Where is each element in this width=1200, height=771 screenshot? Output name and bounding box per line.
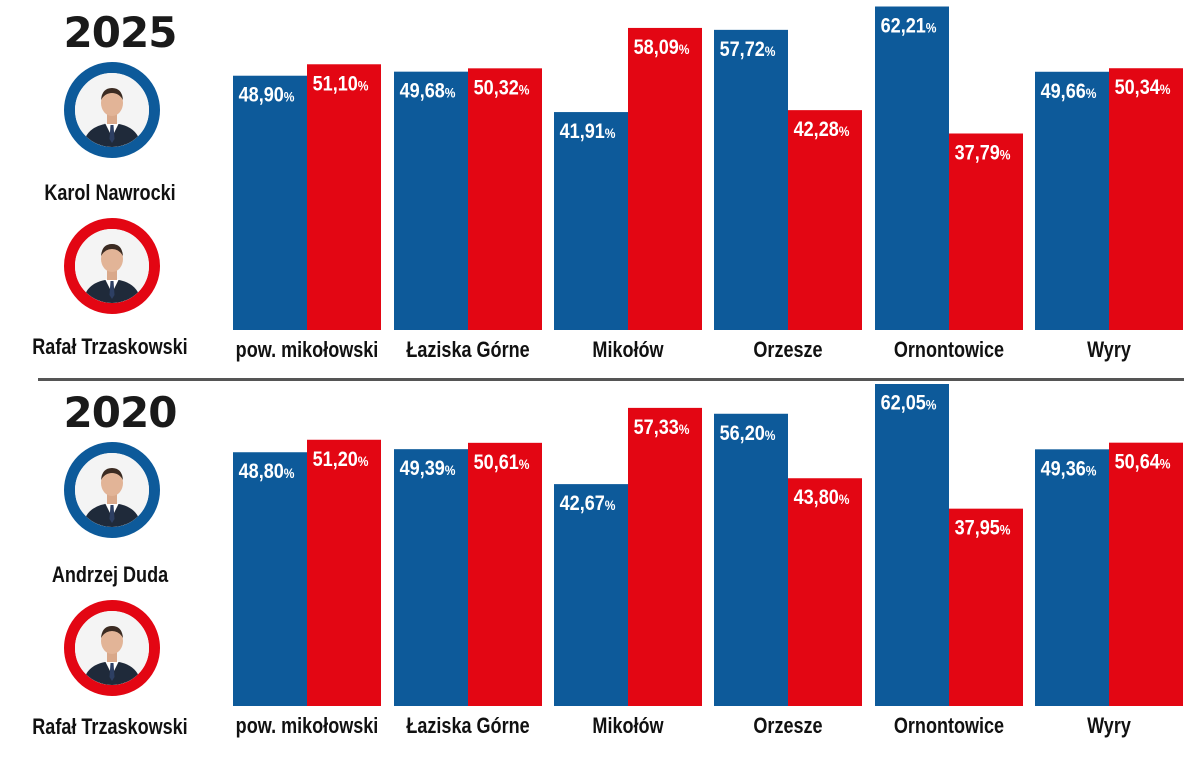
- candidate-2-avatar: [64, 600, 160, 696]
- bar-candidate-1: [394, 449, 468, 706]
- category-label: Wyry: [1087, 338, 1132, 362]
- bar-value-label: 50,61%: [474, 451, 530, 475]
- category-label: Łaziska Górne: [406, 714, 529, 738]
- bar-value-label: 51,10%: [313, 72, 369, 96]
- bar-value-label: 37,79%: [955, 141, 1011, 165]
- candidate-2-avatar: [64, 218, 160, 314]
- category-label: Wyry: [1087, 714, 1132, 738]
- category-label: pow. mikołowski: [236, 714, 379, 738]
- bar-value-label: 49,39%: [400, 457, 456, 481]
- bar-chart-2020: 48,80% 49,39% 42,67% 56,20% 62,05% 49,36% 51,2…: [233, 384, 1183, 738]
- bar-value-label: 42,28%: [794, 118, 850, 142]
- bar-value-label: 48,80%: [239, 460, 295, 484]
- category-label: Mikołów: [592, 338, 663, 362]
- bar-value-label: 51,20%: [313, 448, 369, 472]
- portrait-icon: [75, 611, 149, 685]
- bar-candidate-2: [1109, 68, 1183, 331]
- category-label: Mikołów: [592, 714, 663, 738]
- bar-candidate-2: [949, 508, 1023, 706]
- candidate-1-name: Andrzej Duda: [51, 562, 169, 587]
- bar-value-label: 57,33%: [634, 416, 690, 440]
- category-label: Orzesze: [753, 338, 822, 362]
- bar-candidate-2: [468, 68, 542, 330]
- bar-candidate-2: [949, 133, 1023, 330]
- bar-candidate-2: [468, 442, 542, 706]
- bar-chart-2025: 48,90% 49,68% 41,91% 57,72% 62,21% 49,66% 51,1…: [233, 6, 1183, 362]
- bar-candidate-1: [554, 484, 628, 706]
- portrait-icon: [75, 73, 149, 147]
- bar-value-label: 49,68%: [400, 79, 456, 103]
- portrait-icon: [75, 453, 149, 527]
- bar-candidate-1: [1035, 449, 1109, 706]
- category-label: pow. mikołowski: [236, 338, 379, 362]
- bar-candidate-2: [1109, 442, 1183, 706]
- bar-candidate-2: [788, 110, 862, 330]
- panel-year: 2025: [63, 8, 178, 57]
- bar-value-label: 57,72%: [720, 38, 776, 62]
- category-label: Ornontowice: [894, 338, 1004, 362]
- bar-candidate-1: [714, 413, 788, 706]
- bar-value-label: 62,05%: [881, 391, 937, 415]
- bar-value-label: 50,64%: [1115, 450, 1171, 474]
- bar-value-label: 43,80%: [794, 486, 850, 510]
- bar-candidate-2: [788, 478, 862, 706]
- section-divider: [38, 378, 1184, 381]
- category-label: Łaziska Górne: [406, 338, 529, 362]
- bar-value-label: 58,09%: [634, 36, 690, 60]
- candidate-2-name: Rafał Trzaskowski: [32, 714, 188, 739]
- panel-2025: 48,90% 49,68% 41,91% 57,72% 62,21% 49,66% 51,1…: [0, 0, 1200, 380]
- category-label: Ornontowice: [894, 714, 1004, 738]
- category-label: Orzesze: [753, 714, 822, 738]
- bar-value-label: 49,66%: [1041, 80, 1097, 104]
- bar-candidate-1: [1035, 71, 1109, 330]
- panel-2020: 48,80% 49,39% 42,67% 56,20% 62,05% 49,36% 51,2…: [0, 384, 1200, 771]
- bar-value-label: 56,20%: [720, 422, 776, 446]
- bar-value-label: 49,36%: [1041, 457, 1097, 481]
- bar-candidate-1: [714, 29, 788, 331]
- bar-value-label: 42,67%: [560, 492, 616, 516]
- candidate-1-avatar: [64, 442, 160, 538]
- bar-candidate-2: [307, 64, 381, 330]
- bar-value-label: 50,32%: [474, 76, 530, 100]
- candidate-2-name: Rafał Trzaskowski: [32, 334, 188, 359]
- bar-candidate-1: [394, 71, 468, 330]
- bar-candidate-1: [875, 6, 949, 331]
- bar-value-label: 50,34%: [1115, 76, 1171, 100]
- bar-value-label: 62,21%: [881, 14, 937, 38]
- bar-candidate-2: [628, 27, 702, 330]
- panel-year: 2020: [63, 388, 178, 437]
- bar-candidate-1: [233, 75, 307, 330]
- bar-candidate-1: [233, 452, 307, 706]
- bar-value-label: 48,90%: [239, 83, 295, 107]
- bar-candidate-2: [628, 407, 702, 706]
- bar-candidate-1: [554, 112, 628, 331]
- bar-candidate-2: [307, 439, 381, 706]
- portrait-icon: [75, 229, 149, 303]
- bar-value-label: 37,95%: [955, 516, 1011, 540]
- bar-value-label: 41,91%: [560, 120, 616, 144]
- bar-candidate-1: [875, 384, 949, 706]
- candidate-1-name: Karol Nawrocki: [44, 180, 176, 205]
- candidate-1-avatar: [64, 62, 160, 158]
